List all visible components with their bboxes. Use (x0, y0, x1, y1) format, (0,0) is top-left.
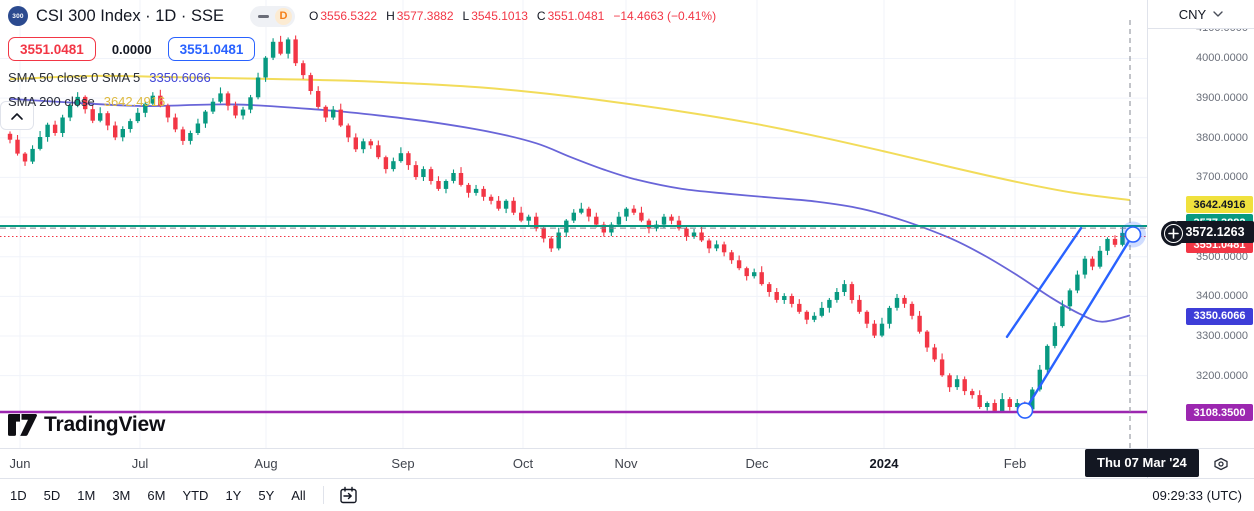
sma-line (9, 74, 1131, 202)
open-value: 3556.5322 (320, 9, 378, 23)
dash-icon (258, 14, 270, 18)
crosshair-date-tooltip: Thu 07 Mar '24 (1085, 449, 1199, 477)
price-scale[interactable]: 4100.00004000.00003900.00003800.00003700… (1147, 0, 1254, 478)
currency-label: CNY (1178, 6, 1207, 22)
price-tick: 3500.0000 (1196, 250, 1248, 263)
plus-icon (1168, 228, 1179, 239)
symbol-logo: 300 (8, 6, 28, 26)
trade-buttons-row: 3551.0481 0.0000 3551.0481 (8, 37, 716, 61)
legend: 300 CSI 300 Index · 1D · SSE D O 3556.53… (8, 4, 716, 109)
time-tick-jul: Jul (131, 456, 149, 471)
price-tick: 3200.0000 (1196, 369, 1248, 382)
price-tick: 3700.0000 (1196, 171, 1248, 184)
range-button-3m[interactable]: 3M (112, 484, 130, 507)
high-value: 3577.3882 (396, 9, 454, 23)
sell-button[interactable]: 3551.0481 (8, 37, 96, 61)
scale-settings-icon[interactable] (1212, 455, 1230, 473)
sma200-value: 3642.4916 (103, 93, 166, 109)
time-tick-nov: Nov (614, 456, 638, 471)
legend-collapse-button[interactable] (0, 101, 34, 130)
support-line-price-badge: 3108.3500 (1186, 404, 1253, 421)
time-tick-feb: Feb (1003, 456, 1027, 471)
chart-region[interactable]: 300 CSI 300 Index · 1D · SSE D O 3556.53… (0, 0, 1147, 448)
spread-value: 0.0000 (111, 41, 152, 57)
calendar-icon (340, 486, 357, 503)
low-value: 3545.1013 (471, 9, 528, 23)
tradingview-logo[interactable]: TradingView (8, 413, 165, 437)
time-tick-sep: Sep (391, 456, 415, 471)
tradingview-logo-text: TradingView (44, 413, 166, 436)
sma50-legend[interactable]: SMA 50 close 0 SMA 5 3350.6066 (8, 69, 716, 85)
price-tick: 3800.0000 (1196, 131, 1248, 144)
range-button-6m[interactable]: 6M (147, 484, 165, 507)
sma200-label: SMA 200 close (8, 93, 95, 109)
sma200-legend[interactable]: SMA 200 close 3642.4916 (8, 93, 716, 109)
crosshair-price-badge: 3572.1263 (1176, 221, 1254, 244)
sma50-price-badge: 3350.6066 (1186, 307, 1253, 325)
range-button-5d[interactable]: 5D (44, 484, 61, 507)
interval-pill[interactable]: D (250, 5, 296, 27)
price-tick: 3300.0000 (1196, 330, 1248, 342)
bottom-toolbar: 1D 5D 1M 3M 6M YTD 1Y 5Y All 09:29:33 (UTC) (0, 479, 1254, 511)
time-tick-jun: Jun (9, 456, 31, 471)
ohlc-readout: O 3556.5322 H 3577.3882 L 3545.1013 C 35… (309, 9, 716, 23)
range-button-1y[interactable]: 1Y (225, 484, 241, 507)
range-button-ytd[interactable]: YTD (182, 484, 208, 507)
high-label: H (386, 9, 395, 23)
range-button-all[interactable]: All (291, 484, 305, 507)
interval-label: D (275, 7, 293, 25)
time-tick-dec: Dec (745, 456, 769, 471)
range-button-1m[interactable]: 1M (77, 484, 95, 507)
clock: 09:29:33 (UTC) (1152, 487, 1242, 503)
price-tick: 4000.0000 (1196, 52, 1248, 65)
time-tick-2024: 2024 (869, 456, 899, 471)
time-tick-oct: Oct (512, 456, 534, 471)
chart-canvas[interactable] (0, 0, 1147, 448)
sma-line (9, 98, 1131, 323)
add-alert-plus-button[interactable] (1161, 221, 1186, 246)
close-label: C (536, 9, 546, 23)
price-tick: 3900.0000 (1196, 92, 1248, 105)
axis-separator (0, 448, 1254, 449)
close-value: 3551.0481 (547, 9, 605, 23)
time-tick-aug: Aug (254, 456, 278, 471)
buy-button[interactable]: 3551.0481 (167, 37, 256, 61)
range-button-5y[interactable]: 5Y (258, 484, 274, 507)
go-to-date-button[interactable] (336, 483, 361, 508)
time-axis[interactable]: Jun Jul Aug Sep Oct Nov Dec 2024 Feb (0, 449, 1147, 478)
tradingview-logo-icon (8, 413, 37, 436)
range-buttons: 1D 5D 1M 3M 6M YTD 1Y 5Y All (10, 484, 323, 507)
currency-selector[interactable]: CNY (1148, 0, 1254, 29)
toolbar-divider (322, 486, 324, 504)
low-label: L (462, 9, 470, 23)
chevron-down-icon (1213, 11, 1223, 17)
price-tick: 3400.0000 (1196, 290, 1248, 303)
change-value: −14.4663 (−0.41%) (613, 9, 717, 23)
symbol-title[interactable]: CSI 300 Index · 1D · SSE (36, 6, 225, 25)
sma50-label: SMA 50 close 0 SMA 5 (8, 69, 141, 85)
sma200-price-badge: 3642.4916 (1186, 196, 1253, 214)
open-label: O (309, 9, 319, 23)
sma50-value: 3350.6066 (149, 69, 211, 85)
chevron-up-icon (11, 112, 23, 120)
symbol-row: 300 CSI 300 Index · 1D · SSE D O 3556.53… (8, 4, 716, 28)
toolbar-separator (0, 478, 1254, 479)
range-button-1d[interactable]: 1D (10, 484, 27, 507)
